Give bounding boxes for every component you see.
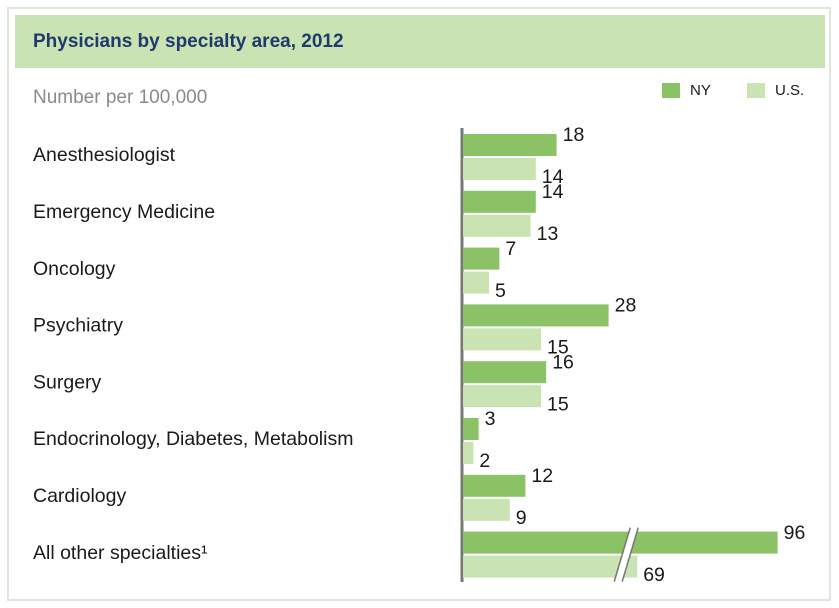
bar: [463, 190, 536, 213]
header-band: [15, 15, 825, 68]
legend-label: NY: [690, 82, 711, 99]
bar: [463, 498, 510, 521]
category-label: All other specialties¹: [33, 542, 208, 564]
bar: [463, 158, 536, 180]
bar: [463, 474, 526, 497]
bar: [463, 247, 500, 270]
value-label: 5: [495, 280, 506, 302]
value-label: 28: [615, 295, 637, 317]
value-label: 15: [547, 337, 569, 359]
bar: [463, 361, 547, 384]
category-label: Cardiology: [33, 485, 126, 507]
bar: [463, 134, 557, 156]
category-label: Endocrinology, Diabetes, Metabolism: [33, 428, 353, 450]
value-label: 18: [563, 124, 585, 146]
bar: [463, 531, 778, 554]
value-label: 3: [485, 408, 496, 430]
legend-swatch: [662, 83, 680, 98]
value-label: 12: [531, 465, 553, 487]
chart-title: Physicians by specialty area, 2012: [33, 31, 344, 52]
category-label: Anesthesiologist: [33, 144, 176, 166]
value-label: 69: [643, 564, 665, 586]
value-label: 96: [784, 522, 806, 544]
bar: [463, 214, 531, 237]
bar: [463, 328, 541, 351]
bar: [463, 271, 489, 294]
category-label: Oncology: [33, 258, 116, 280]
axis-break-gap: [614, 527, 639, 582]
value-label: 7: [505, 238, 516, 260]
value-label: 9: [516, 507, 527, 529]
value-label: 2: [479, 450, 490, 472]
value-label: 15: [547, 393, 569, 415]
bar: [463, 555, 638, 578]
bar: [463, 418, 479, 440]
bar: [463, 304, 609, 327]
category-label: Emergency Medicine: [33, 201, 215, 223]
subtitle: Number per 100,000: [33, 87, 207, 108]
category-label: Psychiatry: [33, 315, 123, 337]
frame: [7, 7, 831, 601]
bar: [463, 385, 541, 408]
legend-label: U.S.: [775, 82, 804, 99]
category-label: Surgery: [33, 371, 102, 393]
axis-break-mark: [613, 527, 631, 582]
value-label: 16: [552, 351, 574, 373]
bar: [463, 442, 474, 464]
value-label: 13: [537, 223, 559, 245]
axis-break-mark: [621, 527, 639, 582]
legend-swatch: [747, 83, 765, 98]
value-label: 14: [542, 166, 564, 188]
value-label: 14: [542, 181, 564, 203]
